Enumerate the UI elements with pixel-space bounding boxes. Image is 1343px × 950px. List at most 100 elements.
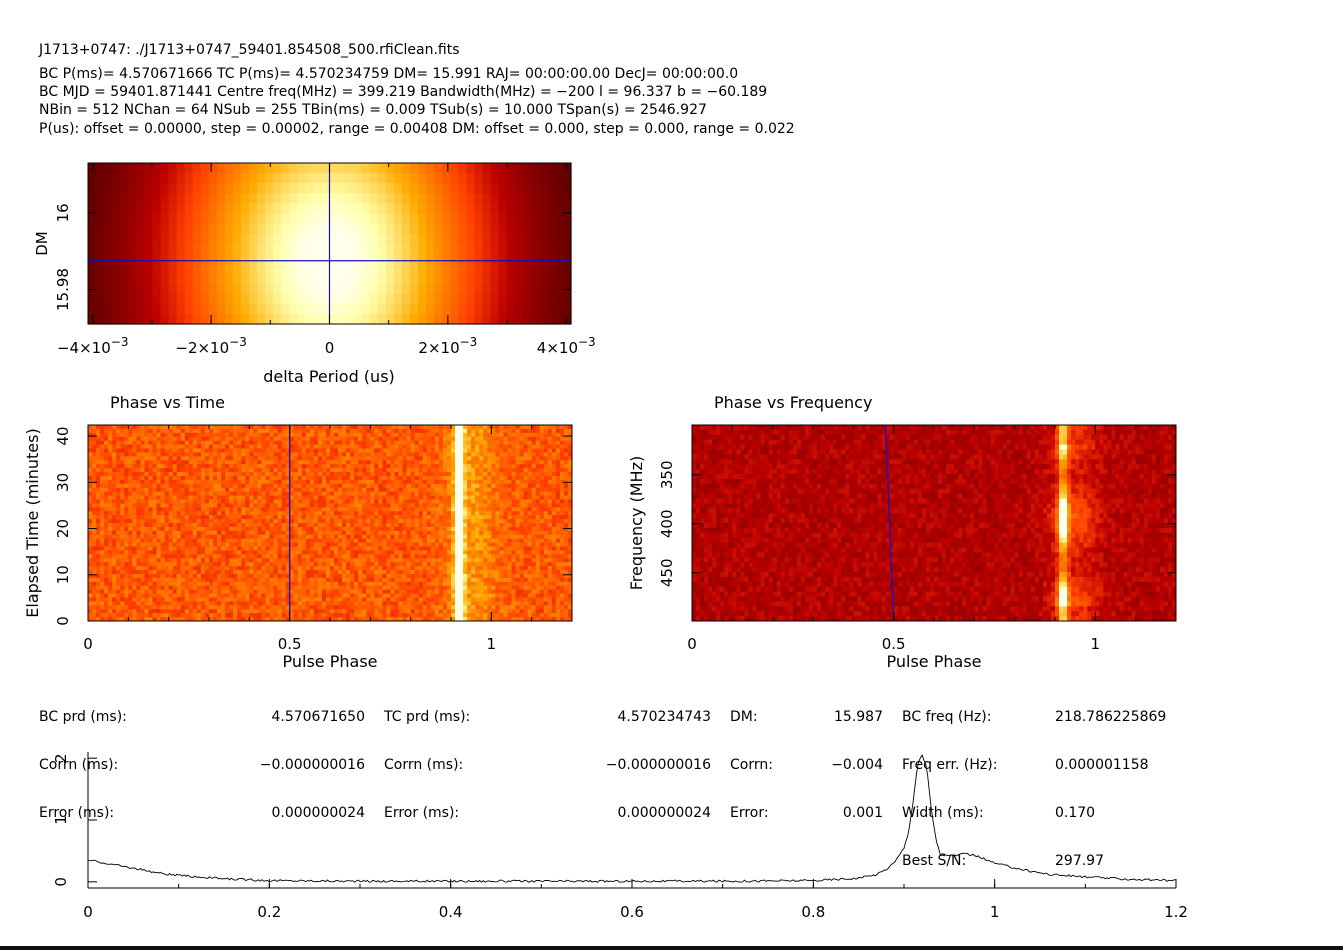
y-tick-label: 15.98 [54,268,72,311]
heatmap-cell [229,617,234,622]
heatmap-cell [192,432,198,438]
heatmap-cell [120,303,129,315]
heatmap-cell [116,499,121,504]
heatmap-cell [370,432,375,438]
heatmap-cell [374,519,379,524]
heatmap-cell [108,444,113,450]
heatmap-cell [164,546,170,551]
heatmap-cell [401,183,411,194]
heatmap-cell [337,183,347,194]
heatmap-cell [362,601,367,606]
heatmap-cell [152,589,158,595]
heatmap-cell [112,570,117,575]
heatmap-cell [200,617,206,622]
heatmap-cell [144,542,149,548]
heatmap-cell [164,542,170,548]
heatmap-cell [277,456,283,461]
heatmap-cell [116,460,121,465]
heatmap-cell [378,440,383,446]
heatmap-cell [257,487,262,493]
heatmap-cell [192,534,198,540]
heatmap-cell [538,173,548,184]
heatmap-cell [124,601,129,606]
heatmap-cell [362,436,367,442]
heatmap-cell [330,566,335,571]
heatmap-cell [96,273,105,285]
heatmap-cell [132,460,137,465]
heatmap-cell [418,233,427,245]
heatmap-cell [124,436,129,442]
heatmap-cell [160,293,170,305]
heatmap-cell [261,456,266,461]
heatmap-cell [273,597,279,602]
heatmap-cell [346,436,351,442]
heatmap-cell [245,432,250,438]
heatmap-cell [245,601,250,606]
heatmap-cell [313,566,319,571]
heatmap-cell [273,554,279,559]
heatmap-cell [362,534,367,540]
heatmap-cell [160,609,166,614]
heatmap-cell [120,597,125,602]
heatmap-cell [442,263,451,275]
heatmap-cell [184,263,194,275]
heatmap-cell [394,566,400,571]
heatmap-cell [366,546,371,551]
heatmap-cell [390,448,396,453]
heatmap-cell [281,223,290,235]
heatmap-cell [261,601,266,606]
heatmap-cell [293,562,299,567]
heatmap-cell [209,487,214,493]
heatmap-cell [168,203,178,214]
heatmap-cell [168,448,174,453]
heatmap-cell [229,440,234,446]
heatmap-cell [285,613,291,618]
heatmap-cell [334,570,339,575]
heatmap-cell [237,609,242,614]
heatmap-cell [434,223,443,235]
heatmap-cell [265,436,270,442]
heatmap-cell [249,526,254,532]
heatmap-cell [265,487,270,493]
heatmap-cell [184,542,190,548]
heatmap-cell [374,425,379,430]
heatmap-cell [546,233,556,245]
heatmap-cell [144,523,149,528]
heatmap-cell [132,558,137,563]
heatmap-cell [192,538,198,544]
heatmap-cell [200,605,206,610]
heatmap-cell [168,173,178,184]
heatmap-cell [128,577,133,583]
heatmap-cell [221,570,226,575]
heatmap-cell [406,507,412,512]
heatmap-cell [402,440,408,446]
heatmap-cell [350,432,355,438]
heatmap-cell [321,203,331,214]
heatmap-cell [172,609,178,614]
heatmap-cell [221,589,226,595]
heatmap-cell [337,193,347,204]
heatmap-cell [241,570,246,575]
heatmap-cell [144,233,153,245]
heatmap-cell [338,440,343,446]
heatmap-cell [426,163,435,174]
heatmap-cell [522,203,532,214]
heatmap-cell [346,464,351,469]
heatmap-cell [297,203,306,214]
heatmap-cell [353,293,363,305]
heatmap-cell [366,617,371,622]
heatmap-cell [402,515,408,520]
heatmap-cell [184,440,190,446]
heatmap-cell [390,452,396,457]
heatmap-cell [301,495,307,500]
heatmap-cell [225,570,230,575]
heatmap-cell [394,436,400,442]
heatmap-cell [136,526,141,532]
heatmap-cell [160,448,166,453]
heatmap-cell [309,566,315,571]
heatmap-cell [229,526,234,532]
heatmap-cell [88,554,93,559]
heatmap-cell [382,530,387,536]
heatmap-cell [160,425,166,430]
heatmap-cell [108,550,113,555]
